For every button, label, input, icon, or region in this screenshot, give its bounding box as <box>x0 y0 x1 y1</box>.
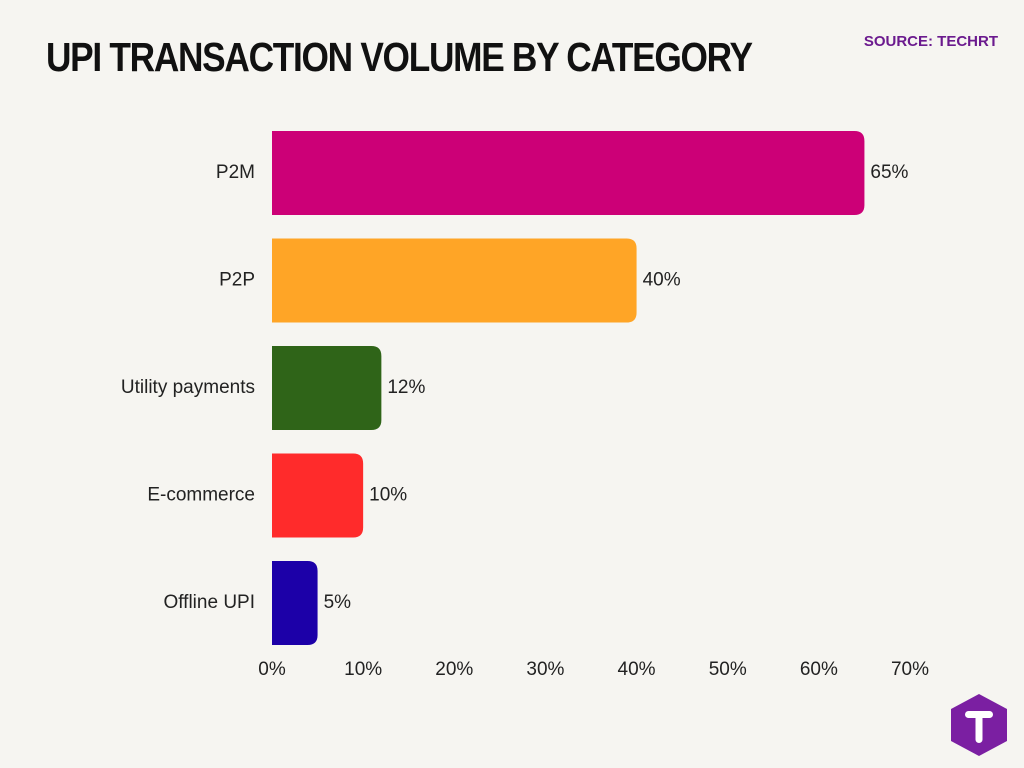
bar-offline-upi <box>272 561 318 645</box>
value-label-p2m: 65% <box>870 162 908 183</box>
x-tick-label: 30% <box>526 659 564 680</box>
value-label-e-commerce: 10% <box>369 485 407 506</box>
x-tick-label: 20% <box>435 659 473 680</box>
bar-p2m <box>272 131 865 215</box>
source-label: SOURCE: TECHRT <box>863 33 998 50</box>
value-label-utility-payments: 12% <box>387 377 425 398</box>
x-tick-label: 10% <box>344 659 382 680</box>
chart-title: UPI TRANSACTION VOLUME BY CATEGORY <box>46 34 753 80</box>
x-tick-label: 70% <box>891 659 929 680</box>
bar-p2p <box>272 238 637 323</box>
category-label-e-commerce: E-commerce <box>147 485 255 506</box>
x-tick-label: 50% <box>709 659 747 680</box>
bar-utility-payments <box>272 346 382 430</box>
x-tick-label: 0% <box>258 659 286 680</box>
category-label-p2m: P2M <box>216 162 255 183</box>
x-tick-label: 60% <box>800 659 838 680</box>
x-tick-label: 40% <box>618 659 656 680</box>
value-label-offline-upi: 5% <box>324 592 352 613</box>
category-label-p2p: P2P <box>219 270 255 291</box>
value-label-p2p: 40% <box>643 270 681 291</box>
techrt-t-logo-icon <box>951 694 1007 756</box>
category-label-utility-payments: Utility payments <box>121 377 255 398</box>
category-label-offline-upi: Offline UPI <box>163 592 255 613</box>
bar-e-commerce <box>272 453 364 538</box>
